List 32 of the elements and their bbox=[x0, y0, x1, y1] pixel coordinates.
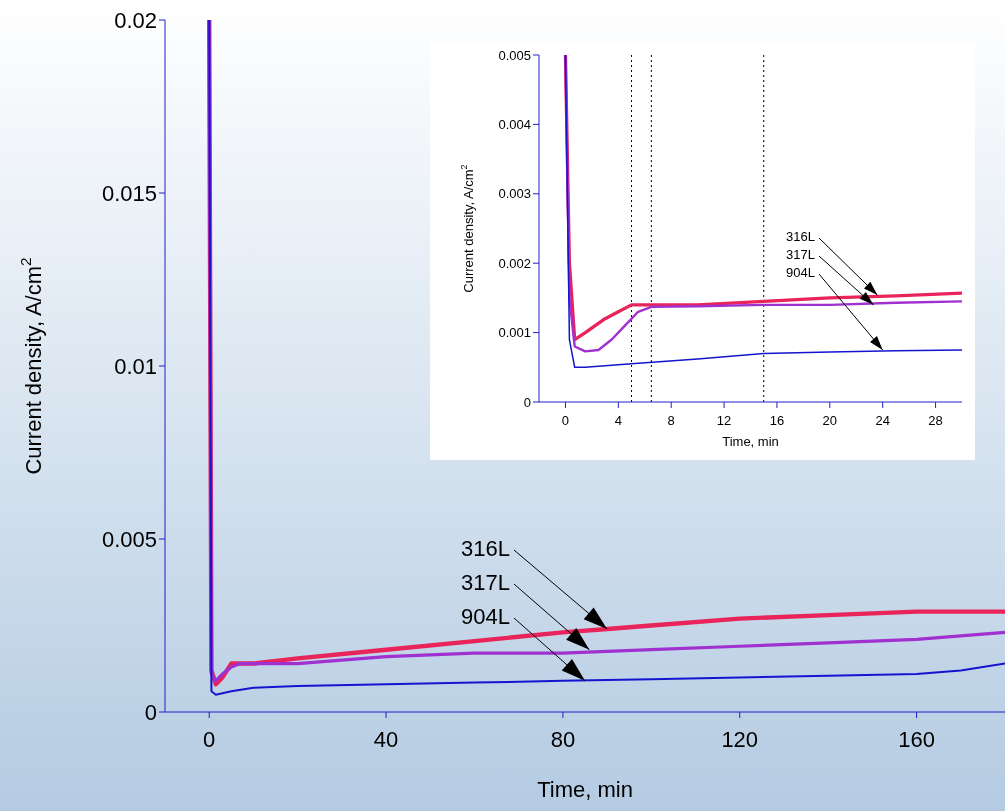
annotation: 317L bbox=[461, 569, 510, 595]
y-tick-label: 0.005 bbox=[498, 47, 531, 63]
y-tick-label: 0.02 bbox=[114, 7, 157, 33]
y-tick-label: 0.015 bbox=[101, 180, 157, 206]
y-tick-label: 0.001 bbox=[498, 325, 531, 341]
y-tick-label: 0.005 bbox=[101, 526, 157, 552]
x-tick-label: 8 bbox=[667, 413, 675, 429]
annotation: 317L bbox=[786, 247, 815, 263]
x-axis-title: Time, min bbox=[722, 434, 779, 449]
annotation: 316L bbox=[461, 535, 510, 561]
x-tick-label: 80 bbox=[550, 726, 576, 752]
x-tick-label: 160 bbox=[898, 726, 935, 752]
x-tick-label: 24 bbox=[875, 413, 890, 429]
y-tick-label: 0.003 bbox=[498, 186, 531, 202]
annotation: 316L bbox=[786, 229, 815, 245]
x-tick-label: 28 bbox=[928, 413, 943, 429]
y-tick-label: 0.004 bbox=[498, 117, 531, 133]
x-tick-label: 20 bbox=[822, 413, 838, 429]
x-axis-title: Time, min bbox=[537, 777, 633, 802]
x-tick-label: 0 bbox=[203, 726, 216, 752]
y-tick-label: 0.01 bbox=[114, 353, 157, 379]
x-tick-label: 120 bbox=[721, 726, 759, 752]
x-tick-label: 4 bbox=[614, 413, 622, 429]
x-tick-label: 40 bbox=[373, 726, 399, 752]
y-tick-label: 0 bbox=[523, 394, 531, 410]
x-tick-label: 0 bbox=[561, 413, 570, 429]
annotation: 904L bbox=[786, 265, 815, 281]
x-tick-label: 16 bbox=[769, 413, 785, 429]
x-tick-label: 12 bbox=[716, 413, 732, 429]
annotation: 904L bbox=[461, 603, 510, 629]
y-tick-label: 0.002 bbox=[498, 255, 531, 271]
y-tick-label: 0 bbox=[144, 699, 157, 725]
